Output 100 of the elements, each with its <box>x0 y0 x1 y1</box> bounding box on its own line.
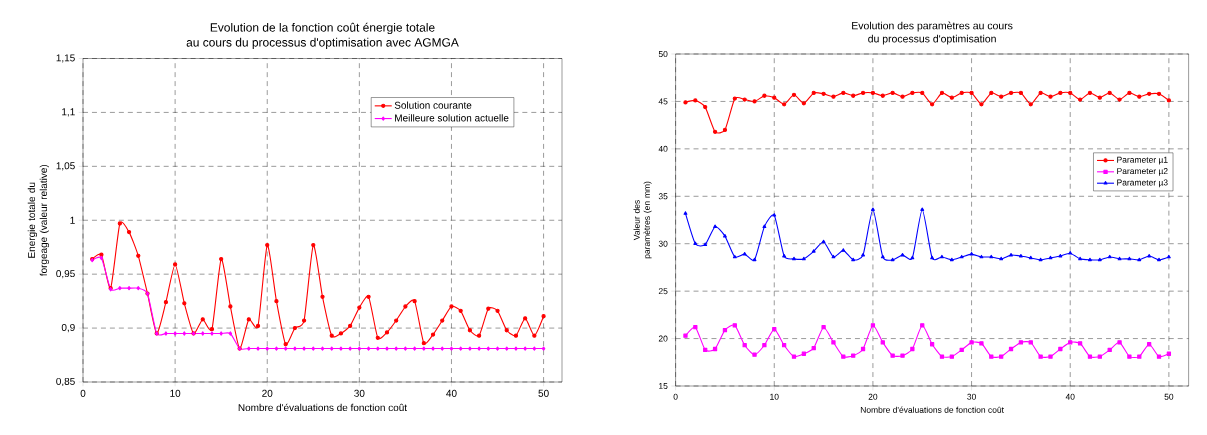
point <box>811 249 816 253</box>
point <box>1127 354 1132 359</box>
point <box>209 327 215 332</box>
point <box>811 345 816 351</box>
point <box>172 262 178 267</box>
point <box>293 346 297 351</box>
point <box>1038 354 1043 359</box>
point <box>1147 253 1152 258</box>
point <box>1018 90 1024 96</box>
point <box>940 254 944 259</box>
point <box>440 318 445 323</box>
point <box>1097 95 1102 100</box>
point <box>861 252 865 257</box>
point <box>1058 346 1063 352</box>
point <box>1048 94 1053 99</box>
point <box>1077 97 1083 102</box>
x-tick-label: 10 <box>770 393 779 400</box>
point <box>703 347 708 353</box>
point <box>164 331 168 336</box>
point <box>742 252 747 256</box>
point <box>311 346 316 351</box>
point <box>329 333 334 338</box>
y-tick-label: 40 <box>658 145 668 152</box>
point <box>851 257 856 262</box>
x-tick-label: 30 <box>354 389 365 397</box>
point <box>127 286 131 291</box>
x-tick-label: 20 <box>868 393 878 400</box>
point <box>1048 354 1053 359</box>
point <box>929 342 935 347</box>
point <box>742 343 747 348</box>
x-tick-label: 20 <box>262 389 273 397</box>
point <box>969 252 974 256</box>
point <box>1107 347 1112 353</box>
point <box>99 252 104 257</box>
point <box>772 326 777 332</box>
point <box>1147 342 1152 347</box>
point <box>532 333 537 338</box>
point <box>999 256 1004 261</box>
y-tick-label: 1,1 <box>62 108 75 117</box>
point <box>1166 254 1171 259</box>
point <box>200 317 205 322</box>
point <box>752 99 757 104</box>
point <box>920 90 925 96</box>
point <box>1068 90 1073 96</box>
point <box>376 346 380 351</box>
point <box>117 221 122 226</box>
point <box>274 346 279 351</box>
point <box>1078 256 1083 261</box>
point <box>467 328 473 333</box>
point <box>201 331 205 336</box>
y-tick-label: 0,9 <box>61 323 75 333</box>
point <box>870 207 875 211</box>
point <box>1127 256 1132 261</box>
point <box>292 325 298 331</box>
point <box>246 317 251 322</box>
point <box>1107 254 1112 259</box>
point <box>949 95 954 100</box>
point <box>320 294 325 299</box>
point <box>504 328 509 333</box>
point <box>440 346 444 351</box>
point <box>366 346 371 351</box>
point <box>339 346 343 351</box>
point <box>880 93 885 98</box>
point <box>1077 341 1083 346</box>
y-tick-label: 0,85 <box>56 377 75 387</box>
point <box>541 346 546 351</box>
point <box>514 346 518 351</box>
point <box>1009 252 1013 257</box>
point <box>939 354 945 359</box>
point <box>1038 257 1043 262</box>
x-tick-label: 40 <box>446 389 457 397</box>
point <box>772 213 777 217</box>
point <box>468 346 472 351</box>
point <box>752 257 757 262</box>
point <box>821 91 826 96</box>
x-tick-label: 30 <box>967 393 976 400</box>
point <box>683 100 688 105</box>
point <box>311 242 316 248</box>
y-axis-title: Energie totale du forgeage (valeur relative) <box>27 164 49 277</box>
point <box>347 323 353 329</box>
point <box>841 248 846 252</box>
x-axis-title: Nombre d'évaluations de fonction coût <box>238 403 407 412</box>
point <box>384 330 390 335</box>
point <box>210 331 214 336</box>
point <box>762 93 767 98</box>
point <box>1087 354 1093 359</box>
point <box>1137 257 1142 262</box>
point <box>1068 340 1073 345</box>
point <box>1018 340 1024 345</box>
point <box>173 331 177 336</box>
point <box>219 331 223 336</box>
point <box>1058 90 1063 96</box>
point <box>900 252 905 257</box>
point <box>860 90 866 96</box>
point <box>782 253 787 258</box>
point <box>900 94 905 99</box>
point <box>712 346 718 352</box>
point <box>283 346 288 351</box>
point <box>801 351 806 356</box>
y-tick-label: 45 <box>658 98 668 105</box>
